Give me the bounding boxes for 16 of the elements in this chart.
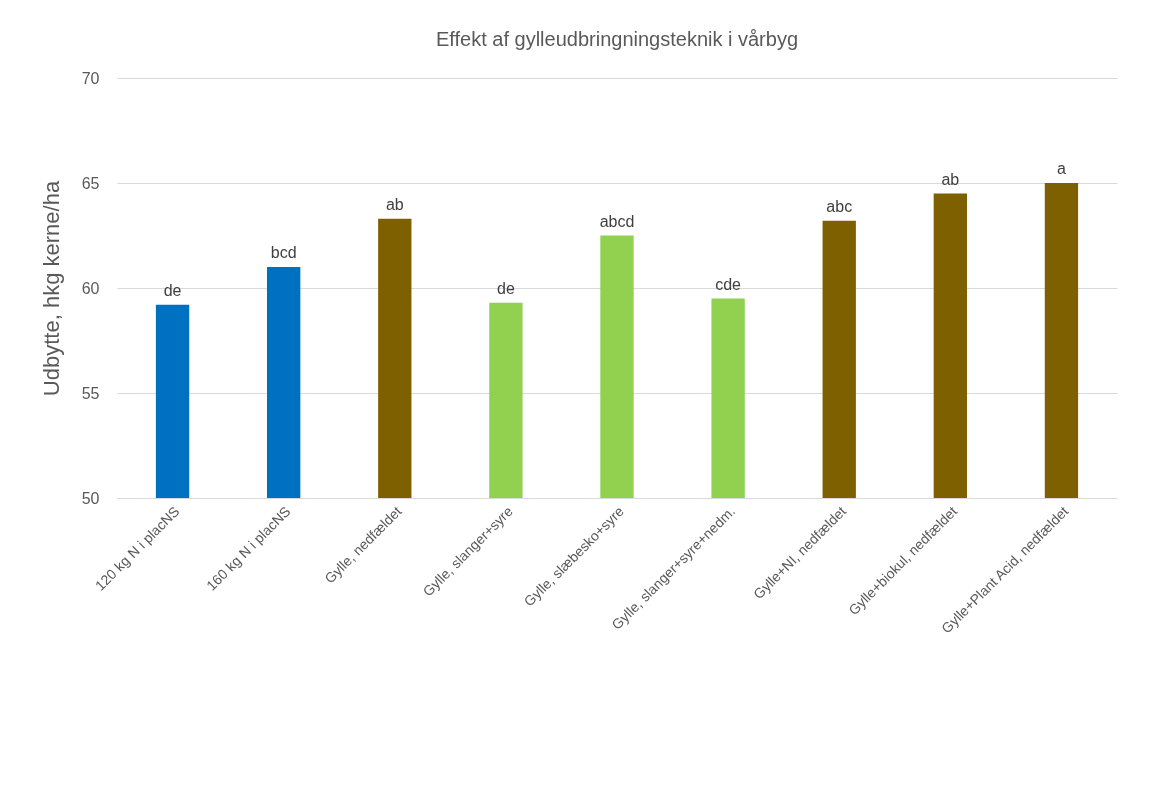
annotation: ab	[941, 170, 960, 188]
y-tick-label: 50	[81, 489, 100, 507]
y-tick-label: 60	[81, 279, 100, 297]
annotation: abc	[826, 197, 853, 215]
annotation: de	[496, 279, 515, 297]
y-axis-title: Udbytte, hkg kerne/ha	[38, 180, 64, 397]
annotation: cde	[715, 275, 742, 293]
annotation: a	[1056, 160, 1066, 177]
annotation: abcd	[599, 212, 635, 230]
annotation: bcd	[270, 244, 297, 261]
y-tick-label: 65	[81, 174, 100, 192]
y-tick-label: 55	[81, 384, 100, 402]
annotation: ab	[385, 195, 404, 213]
chart-title: Effekt af gylleudbringningsteknik i vårbyg	[435, 28, 799, 50]
y-tick-label: 70	[81, 69, 100, 87]
annotation: de	[163, 281, 182, 299]
